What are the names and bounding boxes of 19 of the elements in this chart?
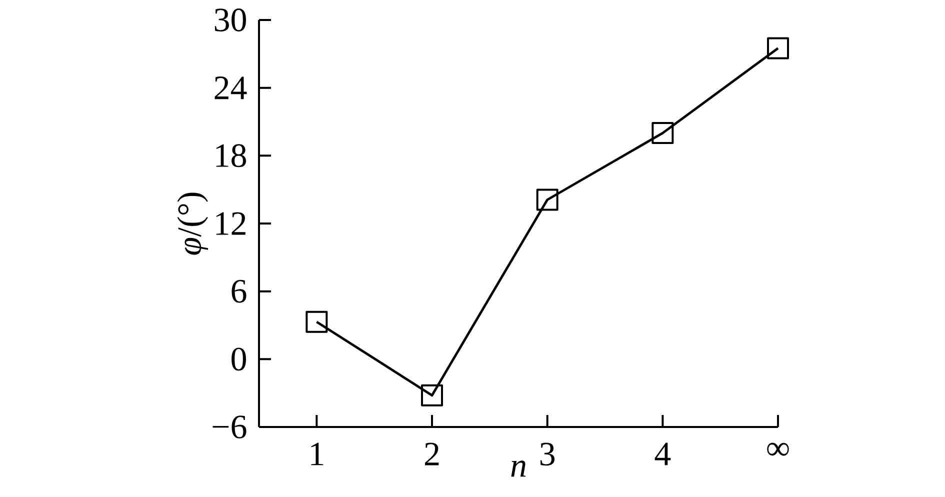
point [652, 122, 674, 144]
y-tick-label: 6 [232, 280, 246, 303]
y-tick-label: 24 [214, 76, 247, 100]
x-tick-label: ∞ [767, 442, 789, 456]
x-tick-label: 4 [654, 442, 671, 466]
y-axis-title: φ/(°) [177, 192, 208, 255]
point [306, 310, 328, 333]
x-tick-label: 1 [311, 442, 324, 466]
y-tick-label: −6 [212, 416, 246, 438]
y-tick-label: 30 [214, 8, 246, 32]
point [421, 384, 444, 406]
x-axis-title: n [511, 460, 526, 477]
point [767, 37, 790, 60]
x-tick-label: 3 [540, 442, 555, 466]
y-tick-label: 12 [216, 212, 246, 235]
y-tick-label: 18 [216, 144, 246, 168]
point [536, 188, 558, 211]
y-tick-label: 0 [232, 348, 246, 371]
x-tick-label: 2 [425, 442, 439, 466]
